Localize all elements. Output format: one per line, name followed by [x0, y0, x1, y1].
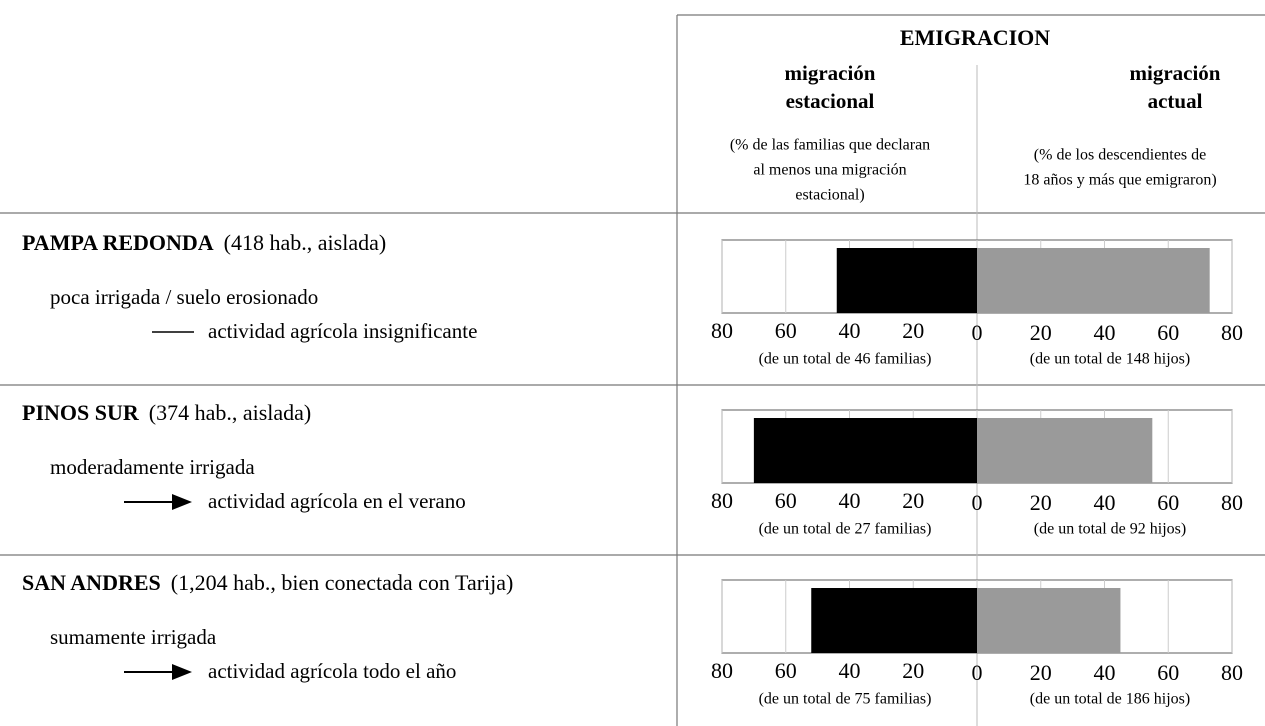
bar — [977, 248, 1210, 313]
series-label: (de un total de 92 hijos) — [1034, 521, 1186, 538]
bar — [811, 588, 977, 653]
heading: migración — [1130, 61, 1221, 85]
x-tick-label: 20 — [1030, 490, 1052, 515]
description: actividad agrícola en el verano — [208, 489, 466, 513]
x-tick-label: 20 — [902, 488, 924, 513]
place-info: (1,204 hab., bien conectada con Tarija) — [171, 570, 514, 595]
x-tick-label: 60 — [1157, 320, 1179, 345]
x-tick-label: 80 — [1221, 490, 1243, 515]
description: actividad agrícola insignificante — [208, 319, 477, 343]
x-tick-label: 60 — [775, 658, 797, 683]
place-info: (418 hab., aislada) — [224, 230, 387, 255]
series-label: (de un total de 46 familias) — [759, 351, 932, 368]
heading: migración — [785, 61, 876, 85]
x-tick-label: 20 — [902, 318, 924, 343]
heading: actual — [1148, 89, 1203, 113]
description: moderadamente irrigada — [50, 455, 255, 479]
note: 18 años y más que emigraron) — [1023, 172, 1216, 189]
x-tick-label: 20 — [1030, 320, 1052, 345]
bar — [977, 418, 1153, 483]
x-tick-label: 0 — [972, 320, 983, 345]
bar — [977, 588, 1121, 653]
x-tick-label: 80 — [1221, 320, 1243, 345]
heading: estacional — [786, 89, 875, 113]
arrow-head — [172, 664, 192, 680]
x-tick-label: 40 — [839, 658, 861, 683]
row-title: PINOS SUR (374 hab., aislada) — [22, 400, 311, 425]
x-tick-label: 40 — [1094, 660, 1116, 685]
x-tick-label: 60 — [1157, 660, 1179, 685]
row-title: SAN ANDRES (1,204 hab., bien conectada co… — [22, 570, 513, 595]
header-title: EMIGRACION — [900, 25, 1050, 50]
x-tick-label: 20 — [1030, 660, 1052, 685]
note: al menos una migración — [753, 162, 906, 179]
x-tick-label: 80 — [711, 658, 733, 683]
x-tick-label: 0 — [972, 660, 983, 685]
series-label: (de un total de 75 familias) — [759, 691, 932, 708]
place-name: PAMPA REDONDA — [22, 230, 214, 255]
x-tick-label: 80 — [711, 318, 733, 343]
series-label: (de un total de 148 hijos) — [1030, 351, 1190, 368]
series-label: (de un total de 27 familias) — [759, 521, 932, 538]
x-tick-label: 60 — [775, 488, 797, 513]
description: poca irrigada / suelo erosionado — [50, 285, 318, 309]
place-name: PINOS SUR — [22, 400, 140, 425]
place-info: (374 hab., aislada) — [149, 400, 312, 425]
note: (% de los descendientes de — [1034, 147, 1206, 164]
x-tick-label: 20 — [902, 658, 924, 683]
x-tick-label: 80 — [711, 488, 733, 513]
x-tick-label: 40 — [1094, 320, 1116, 345]
x-tick-label: 40 — [1094, 490, 1116, 515]
description: actividad agrícola todo el año — [208, 659, 456, 683]
x-tick-label: 0 — [972, 490, 983, 515]
note: estacional) — [795, 187, 864, 204]
x-tick-label: 60 — [1157, 490, 1179, 515]
x-tick-label: 60 — [775, 318, 797, 343]
place-name: SAN ANDRES — [22, 570, 161, 595]
x-tick-label: 80 — [1221, 660, 1243, 685]
bar — [836, 248, 977, 313]
series-label: (de un total de 186 hijos) — [1030, 691, 1190, 708]
x-tick-label: 40 — [839, 318, 861, 343]
description: sumamente irrigada — [50, 625, 217, 649]
row-title: PAMPA REDONDA (418 hab., aislada) — [22, 230, 386, 255]
x-tick-label: 40 — [839, 488, 861, 513]
bar — [753, 418, 977, 483]
arrow-head — [172, 494, 192, 510]
note: (% de las familias que declaran — [730, 137, 930, 154]
